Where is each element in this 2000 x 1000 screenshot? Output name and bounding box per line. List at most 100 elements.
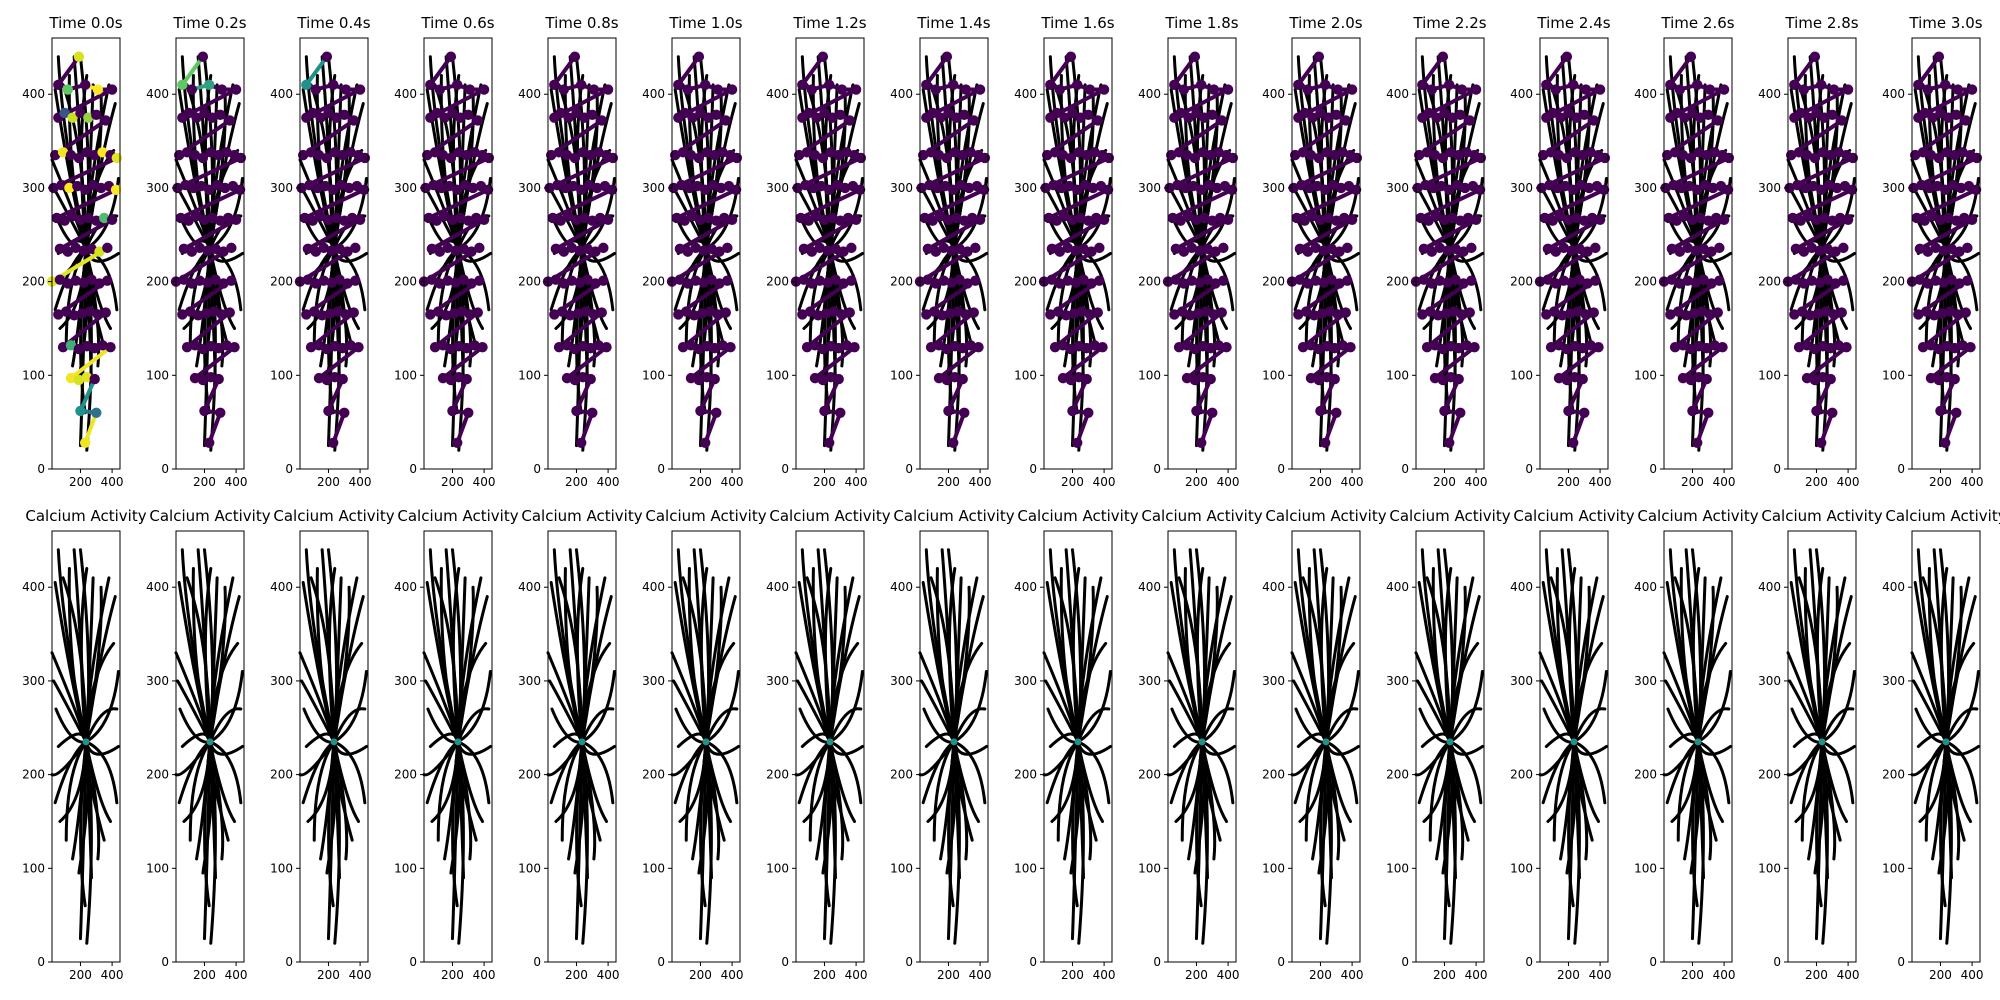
activity-node (797, 79, 808, 91)
activity-edge (1194, 377, 1213, 413)
trace-branch (1324, 740, 1359, 805)
trace-branch (1696, 740, 1705, 945)
activity-node (102, 275, 113, 286)
activity-node (189, 340, 201, 351)
y-tick-label: 0 (37, 955, 45, 969)
activity-node (690, 275, 701, 286)
y-tick-label: 0 (161, 462, 169, 476)
activity-edge (1173, 217, 1231, 251)
activity-node (676, 179, 687, 191)
activity-node (701, 341, 712, 352)
trace-branch (456, 707, 491, 744)
activity-node (1439, 107, 1450, 119)
activity-node (1329, 373, 1340, 385)
activity-node (674, 274, 686, 285)
y-tick-label: 0 (781, 955, 789, 969)
activity-node (1801, 149, 1813, 161)
activity-node (447, 405, 458, 417)
y-tick-label: 200 (22, 275, 45, 289)
activity-node (1320, 437, 1331, 448)
trace-branch (84, 595, 117, 744)
activity-node (1553, 340, 1565, 351)
activity-node (1709, 147, 1720, 158)
activity-node (305, 341, 317, 353)
activity-node (1428, 182, 1439, 194)
trace-branch (1200, 247, 1209, 452)
activity-node (1698, 243, 1709, 255)
activity-node (1315, 107, 1326, 119)
activity-node (1065, 152, 1077, 164)
y-tick-label: 0 (1649, 462, 1657, 476)
activity-node (1814, 277, 1825, 288)
trace-branch (947, 566, 957, 744)
trace-branch (1076, 247, 1085, 452)
activity-node (949, 147, 960, 158)
activity-node (434, 84, 446, 95)
y-tick-label: 100 (1634, 368, 1657, 382)
y-tick-label: 300 (890, 674, 913, 688)
activity-node (1563, 107, 1574, 119)
trace-branch (64, 740, 88, 842)
y-tick-label: 100 (1014, 368, 1037, 382)
panel-title: Calcium Activity (1885, 507, 2000, 525)
activity-node (1420, 179, 1431, 191)
activity-node (1288, 182, 1299, 194)
activity-node (334, 274, 345, 285)
activity-node (302, 243, 314, 255)
activity-node (81, 147, 92, 158)
trace-branch (822, 247, 832, 448)
activity-node (1205, 342, 1216, 354)
y-tick-label: 100 (1014, 861, 1037, 875)
activity-node (299, 212, 310, 224)
activity-node (75, 107, 86, 119)
activity-node (453, 341, 464, 352)
activity-node (1302, 246, 1314, 257)
activity-node (1542, 243, 1554, 255)
activity-node (194, 275, 205, 286)
activity-node (1293, 309, 1304, 320)
y-tick-label: 200 (1882, 275, 1905, 289)
activity-node (49, 149, 61, 161)
y-tick-label: 400 (270, 87, 293, 101)
activity-node (339, 215, 350, 226)
activity-node (1957, 147, 1968, 158)
activity-node (709, 373, 720, 385)
activity-node (431, 215, 442, 226)
activity-node (1685, 152, 1697, 164)
activity-node (440, 310, 452, 321)
activity-node (1666, 243, 1678, 255)
activity-node (461, 342, 472, 354)
activity-node (1943, 212, 1954, 224)
activity-edge (801, 217, 859, 251)
activity-node (1458, 278, 1469, 289)
activity-node (1800, 182, 1811, 194)
activity-node (102, 242, 113, 254)
activity-node (561, 372, 573, 384)
activity-node (1451, 179, 1463, 191)
activity-node (1916, 179, 1927, 191)
x-tick-label: 200 (1557, 968, 1580, 982)
trace-branch (1448, 641, 1480, 744)
activity-node (1350, 184, 1362, 195)
y-tick-label: 0 (1525, 462, 1533, 476)
activity-node (205, 147, 216, 158)
activity-node (1957, 340, 1968, 351)
activity-edge (207, 410, 223, 445)
y-tick-label: 300 (270, 181, 293, 195)
activity-node (1685, 343, 1697, 355)
activity-node (185, 306, 196, 317)
trace-branch (84, 740, 93, 945)
trace-branch (946, 247, 956, 448)
activity-node (1466, 275, 1477, 286)
activity-node (1334, 246, 1345, 257)
y-tick-label: 100 (1262, 861, 1285, 875)
trace-branch (84, 247, 93, 452)
activity-node (1067, 107, 1078, 119)
activity-node (1065, 343, 1077, 355)
activity-node (207, 212, 218, 224)
activity-node (1305, 340, 1317, 351)
activity-node (941, 51, 953, 62)
activity-node (855, 152, 867, 164)
y-tick-label: 100 (1386, 861, 1409, 875)
